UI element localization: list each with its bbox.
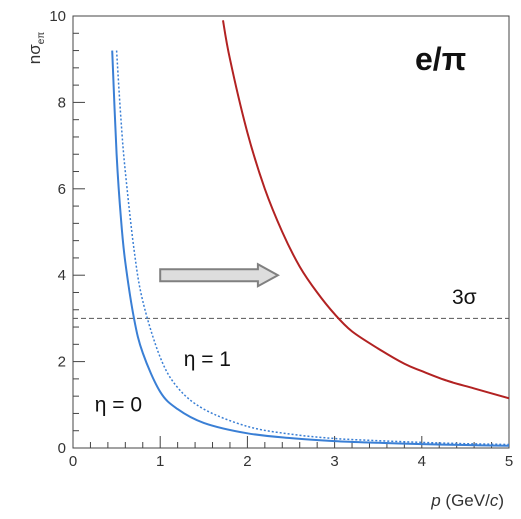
annotation-eta-0: η = 0 — [95, 393, 142, 416]
y-tick-label: 6 — [58, 181, 66, 198]
axis-ticks: 0 1 2 3 4 5 0 2 4 6 8 10 — [49, 8, 513, 470]
x-tick-label: 0 — [69, 453, 77, 470]
series-eta-1-line — [115, 50, 510, 446]
plot-frame — [72, 15, 510, 449]
x-axis-label: p (GeV/c) — [430, 491, 504, 510]
series-group — [111, 20, 510, 447]
arrow-shape — [159, 262, 280, 288]
arrow-group — [159, 262, 280, 288]
reference-line-label: 3σ — [452, 286, 477, 309]
series-eta-0-line — [111, 50, 510, 447]
y-tick-label: 8 — [58, 94, 66, 111]
y-tick-label: 2 — [58, 354, 66, 371]
plot-border — [72, 15, 510, 449]
annotation-eta-1: η = 1 — [184, 348, 231, 371]
y-tick-label: 10 — [49, 8, 66, 25]
x-tick-label: 4 — [418, 453, 426, 470]
x-tick-label: 2 — [243, 453, 251, 470]
x-tick-label: 3 — [330, 453, 338, 470]
y-axis-label: nσeπ — [25, 32, 47, 65]
x-tick-label: 1 — [156, 453, 164, 470]
chart-title: e/π — [415, 41, 466, 77]
y-tick-label: 4 — [58, 267, 66, 284]
y-tick-label: 0 — [58, 440, 66, 457]
x-tick-label: 5 — [505, 453, 513, 470]
series-red-line — [222, 20, 510, 400]
